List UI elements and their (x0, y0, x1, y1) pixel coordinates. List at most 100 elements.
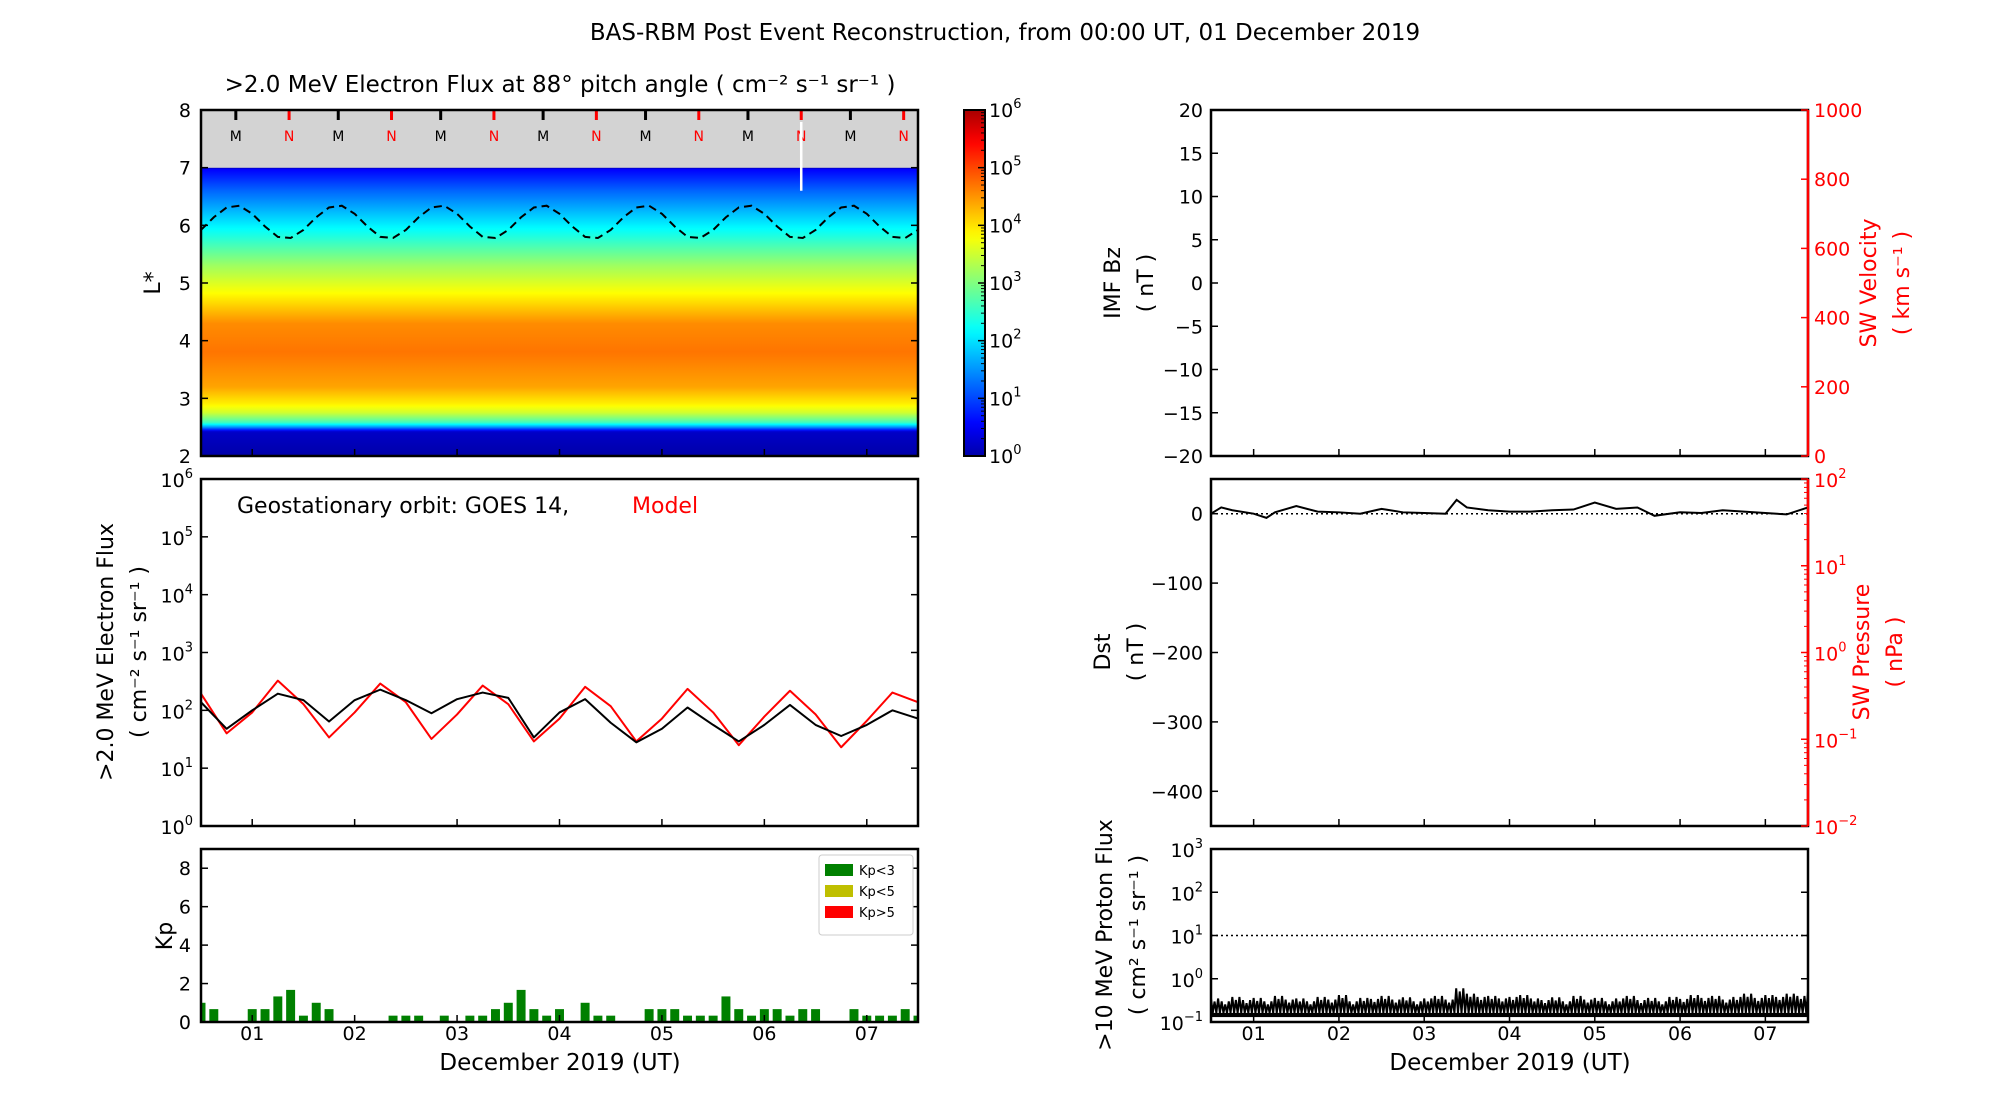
tick-base: 10 (989, 446, 1013, 468)
colorbar-tick-label: 104 (989, 212, 1021, 237)
tick-exponent: 0 (185, 814, 193, 829)
tick-base: 10 (989, 215, 1013, 237)
x-tick-label: 05 (650, 1023, 674, 1045)
y-tick-label: −5 (1175, 316, 1203, 338)
annotation-text: Geostationary orbit: GOES 14, (237, 494, 569, 519)
local-time-label-N: N (694, 129, 704, 145)
kp-bar (708, 1015, 718, 1022)
tick-base: 10 (161, 470, 185, 492)
tick-exponent: 2 (1195, 880, 1203, 895)
tick-base: 10 (161, 759, 185, 781)
dst-line (1210, 498, 1809, 519)
y-axis-label-units: ( nT ) (1124, 623, 1149, 682)
kp-bar (260, 1009, 270, 1022)
kp-bar (606, 1015, 616, 1022)
colorbar-tick-label: 102 (989, 328, 1021, 353)
dst-panel-frame (1209, 477, 1810, 828)
tick-exponent: 1 (185, 756, 193, 771)
y-tick-label: 2 (179, 974, 191, 996)
y-tick-label: −15 (1163, 403, 1203, 425)
tick-exponent: 0 (1838, 641, 1846, 656)
right-y-axis-label-units: ( km s⁻¹ ) (1890, 231, 1915, 335)
tick-exponent: −2 (1838, 814, 1857, 829)
tick-exponent: 0 (1195, 967, 1203, 982)
kp-bar (734, 1009, 744, 1022)
tick-exponent: 3 (1195, 837, 1203, 852)
x-tick-label: 06 (1668, 1023, 1692, 1045)
kp-bar (875, 1015, 885, 1022)
y-tick-label: 101 (161, 756, 193, 781)
kp-panel-frame (199, 847, 920, 1024)
y-tick-label: 102 (1171, 880, 1203, 905)
right-y-axis-label: SW Velocity (1857, 218, 1882, 347)
tick-base: 10 (1814, 557, 1838, 579)
kp-bar (887, 1015, 897, 1022)
kp-bar (683, 1015, 693, 1022)
legend-label: Kp<5 (859, 885, 895, 900)
kp-bar (670, 1009, 680, 1022)
x-tick-label: 06 (752, 1023, 776, 1045)
flux-heatmap (201, 167, 918, 456)
legend-label: Kp>5 (859, 906, 895, 921)
tick-base: 10 (1171, 927, 1195, 949)
local-time-label-N: N (386, 129, 396, 145)
y-tick-label: 104 (161, 583, 193, 608)
tick-base: 10 (161, 701, 185, 723)
no-data-region (201, 110, 918, 168)
tick-exponent: −1 (1838, 727, 1857, 742)
y-axis-label: Kp (153, 922, 178, 950)
y-tick-label: 10−1 (1160, 1010, 1203, 1035)
tick-exponent: 2 (1838, 467, 1846, 482)
y-tick-label: 103 (1171, 837, 1203, 862)
tick-base: 10 (1171, 840, 1195, 862)
tick-base: 10 (1171, 970, 1195, 992)
tick-base: 10 (161, 528, 185, 550)
kp-bar (478, 1015, 488, 1022)
local-time-label-M: M (742, 129, 754, 145)
y-tick-label: 20 (1179, 100, 1203, 122)
imf-bz-panel-frame (1209, 108, 1810, 458)
colorbar-tick-label: 100 (989, 443, 1021, 468)
annotation-model-label: Model (632, 494, 698, 519)
tick-base: 10 (1814, 644, 1838, 666)
x-tick-label: 01 (240, 1023, 264, 1045)
tick-exponent: 1 (1013, 385, 1021, 400)
x-tick-label: 03 (445, 1023, 469, 1045)
plot-layer: MMMMMMMNNNNNNN2345678L*>2.0 MeV Electron… (94, 72, 1915, 1076)
y-tick-label: 15 (1179, 143, 1203, 165)
kp-bar (298, 1015, 308, 1022)
kp-bar (772, 1009, 782, 1022)
right-y-axis-label-units: ( nPa ) (1883, 617, 1908, 688)
colorbar-tick-label: 106 (989, 97, 1021, 122)
y-axis-label-units: ( nT ) (1134, 254, 1159, 313)
legend-label: Kp<3 (859, 864, 895, 879)
kp-bar (465, 1015, 475, 1022)
geo-flux-panel-frame (199, 477, 920, 828)
proton-flux-line (1210, 988, 1809, 1014)
kp-bar (324, 1009, 334, 1022)
y-tick-label: 106 (161, 467, 193, 492)
series-line-goes-14 (200, 688, 919, 744)
tick-exponent: 1 (1838, 554, 1846, 569)
tick-base: 10 (1160, 1013, 1184, 1035)
kp-bar (785, 1015, 795, 1022)
tick-base: 10 (989, 331, 1013, 353)
right-y-axis-label: SW Pressure (1850, 584, 1875, 721)
tick-base: 10 (161, 817, 185, 839)
legend-swatch (825, 864, 853, 876)
kp-bar (695, 1015, 705, 1022)
x-tick-label: 05 (1583, 1023, 1607, 1045)
local-time-label-N: N (284, 129, 294, 145)
x-tick-label: 03 (1412, 1023, 1436, 1045)
right-y-tick-label: 10−2 (1814, 814, 1857, 839)
colorbar-tick-label: 105 (989, 155, 1021, 180)
y-axis-label-units: ( cm⁻² s⁻¹ sr⁻¹ ) (127, 566, 152, 738)
kp-bar (593, 1015, 603, 1022)
kp-bar (401, 1015, 411, 1022)
kp-bar (516, 989, 526, 1022)
kp-bar (747, 1015, 757, 1022)
right-y-tick-label: 600 (1814, 238, 1850, 260)
panel-title: >2.0 MeV Electron Flux at 88° pitch angl… (225, 72, 896, 98)
tick-base: 10 (161, 586, 185, 608)
kp-bar (503, 1002, 513, 1022)
